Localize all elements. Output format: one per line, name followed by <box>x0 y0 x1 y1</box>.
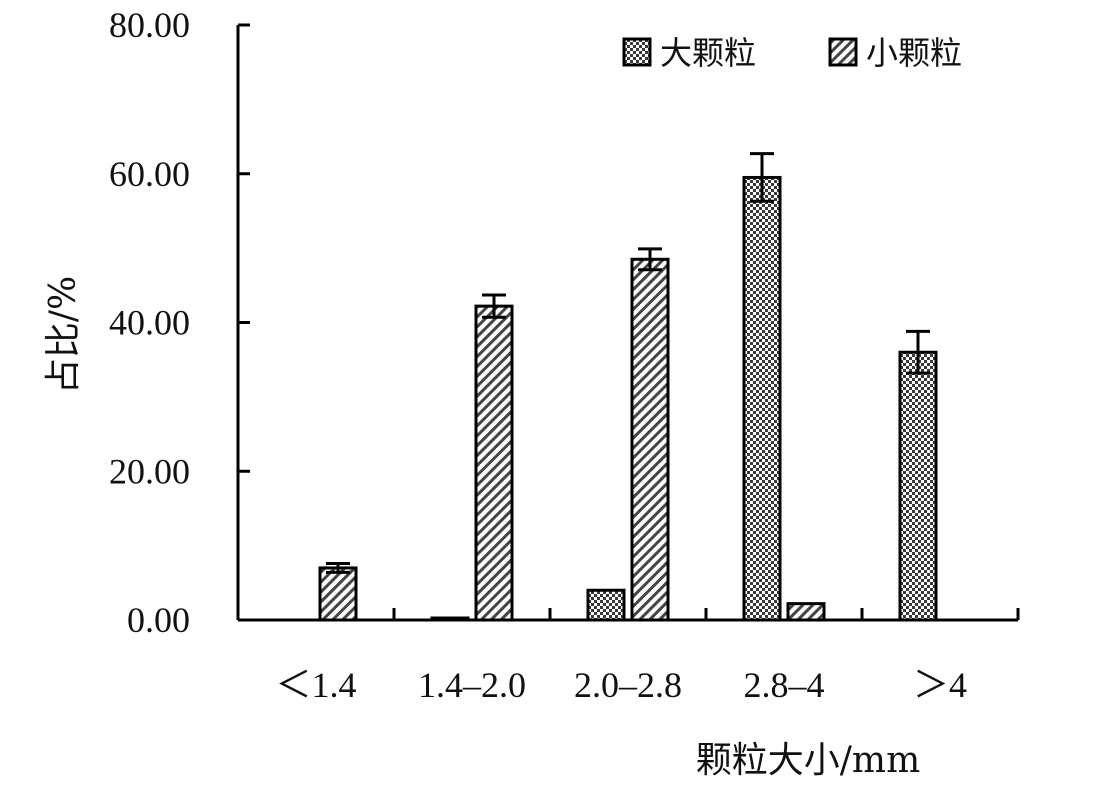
x-category-label: ＜1.4 <box>275 665 356 705</box>
x-category-label: 1.4–2.0 <box>418 665 526 705</box>
x-category-label: 2.0–2.8 <box>574 665 682 705</box>
x-axis-title: 颗粒大小/mm <box>696 740 920 781</box>
bar <box>786 602 826 622</box>
bar <box>630 257 670 622</box>
y-tick-label: 0.00 <box>127 600 190 640</box>
y-tick-label: 40.00 <box>109 303 190 343</box>
bar <box>474 304 514 622</box>
y-tick-label: 20.00 <box>109 451 190 491</box>
bar <box>898 350 938 622</box>
x-category-label: ＞4 <box>913 665 967 705</box>
y-tick-label: 60.00 <box>109 154 190 194</box>
y-tick-label: 80.00 <box>109 5 190 45</box>
y-axis-title: 占比/% <box>43 276 84 394</box>
bar <box>430 616 470 622</box>
legend-label: 小颗粒 <box>866 34 962 72</box>
bar <box>742 175 782 622</box>
bar <box>586 588 626 622</box>
x-category-label: 2.8–4 <box>744 665 825 705</box>
legend-label: 大颗粒 <box>660 34 756 72</box>
legend-swatch <box>828 37 858 67</box>
bar <box>318 566 358 622</box>
legend-swatch <box>622 37 652 67</box>
